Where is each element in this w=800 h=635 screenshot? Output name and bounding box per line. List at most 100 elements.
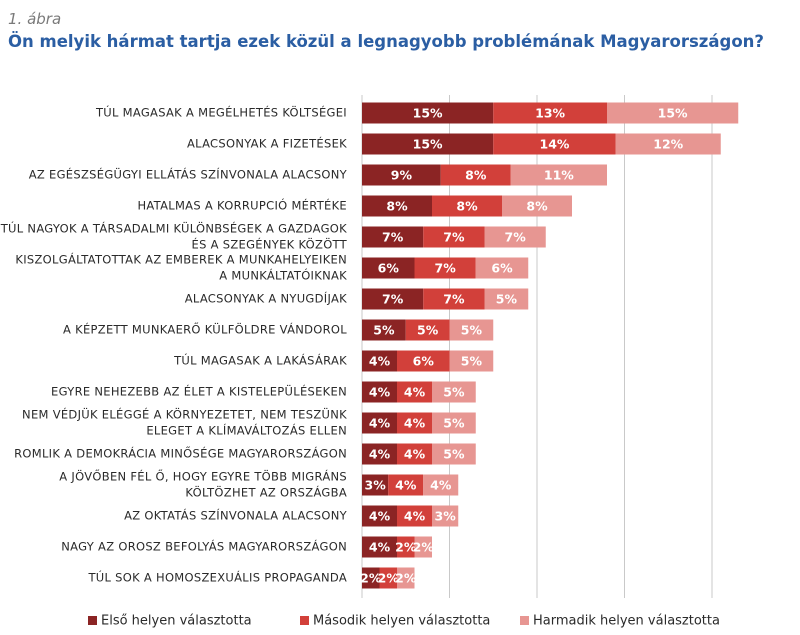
data-label: 4%	[430, 478, 452, 493]
data-label: 6%	[491, 261, 513, 276]
bar-segment	[432, 505, 459, 527]
data-label: 5%	[443, 447, 465, 462]
category-label: TÚL MAGASAK A MEGÉLHETÉS KÖLTSÉGEI	[95, 104, 347, 120]
figure-label: 1. ábra	[8, 10, 62, 28]
data-label: 11%	[544, 168, 574, 183]
data-label: 5%	[417, 323, 439, 338]
data-label: 15%	[658, 106, 688, 121]
legend: Első helyen választotta Második helyen vá…	[88, 614, 720, 629]
bar-segment	[397, 567, 415, 589]
bar-segment	[510, 164, 607, 186]
data-label: 7%	[435, 261, 457, 276]
data-label: 9%	[391, 168, 413, 183]
legend-swatch	[88, 616, 97, 625]
category-label: TÚL SOK A HOMOSZEXUÁLIS PROPAGANDA	[87, 570, 347, 585]
data-label: 5%	[461, 323, 483, 338]
bar-segment	[362, 567, 380, 589]
bar-segment	[397, 350, 450, 372]
bar-segment	[449, 319, 494, 341]
bar-segment	[432, 381, 476, 403]
data-label: 8%	[456, 199, 478, 214]
bar-segment	[423, 288, 485, 310]
data-label: 4%	[404, 447, 426, 462]
bar-segment	[414, 536, 432, 558]
data-label: 8%	[386, 199, 408, 214]
bar-segment	[615, 133, 721, 155]
data-label: 7%	[443, 230, 465, 245]
data-label: 4%	[404, 509, 426, 524]
bar-segment	[362, 164, 441, 186]
bar-segment	[607, 102, 739, 124]
category-label: TÚL MAGASAK A LAKÁSÁRAK	[173, 353, 347, 368]
category-label: ALACSONYAK A FIZETÉSEK	[187, 136, 347, 151]
bar-segment	[379, 567, 397, 589]
legend-label: Második helyen választotta	[313, 614, 490, 629]
bar-segment	[362, 319, 406, 341]
data-label: 6%	[378, 261, 400, 276]
data-label: 4%	[369, 447, 391, 462]
bars: 15% 13% 15% 15% 14% 12% 9% 8% 11% 8% 8% 8% 7% 7% 7% 6% 7…	[360, 102, 739, 589]
category-label: ROMLIK A DEMOKRÁCIA MINŐSÉGE MAGYARORSZÁ…	[14, 446, 347, 461]
bar-segment	[432, 195, 502, 217]
bar-segment	[362, 350, 397, 372]
category-labels: TÚL MAGASAK A MEGÉLHETÉS KÖLTSÉGEI ALACSO…	[0, 104, 348, 585]
data-label: 4%	[369, 416, 391, 431]
data-label: 7%	[382, 230, 404, 245]
data-label: 12%	[653, 137, 683, 152]
category-label: KÖLTÖZHET AZ ORSZÁGBA	[185, 484, 347, 500]
data-label: 4%	[395, 478, 417, 493]
bar-segment	[397, 412, 432, 434]
bar-segment	[362, 381, 397, 403]
data-label: 7%	[443, 292, 465, 307]
data-label: 15%	[413, 106, 443, 121]
bar-segment	[493, 133, 616, 155]
bar-segment	[362, 505, 397, 527]
data-label: 7%	[505, 230, 527, 245]
category-label: AZ OKTATÁS SZÍNVONALA ALACSONY	[124, 508, 348, 523]
bar-segment	[362, 195, 432, 217]
bar-segment	[397, 381, 432, 403]
bar-segment	[362, 257, 415, 279]
legend-swatch	[300, 616, 309, 625]
data-label: 2%	[395, 571, 417, 586]
legend-label: Harmadik helyen választotta	[533, 614, 720, 629]
data-label: 4%	[404, 416, 426, 431]
category-label: A JÖVŐBEN FÉL Ő, HOGY EGYRE TÖBB MIGRÁNS	[59, 468, 347, 484]
bar-segment	[432, 412, 476, 434]
bar-segment	[405, 319, 450, 341]
data-label: 5%	[443, 385, 465, 400]
data-label: 4%	[369, 509, 391, 524]
bar-segment	[362, 288, 424, 310]
bar-segment	[484, 288, 529, 310]
bar-segment	[449, 350, 494, 372]
data-label: 3%	[435, 509, 457, 524]
bar-segment	[440, 164, 511, 186]
bar-segment	[397, 536, 415, 558]
bar-segment	[362, 474, 389, 496]
chart-title: Ön melyik hármat tartja ezek közül a leg…	[8, 32, 765, 51]
data-label: 15%	[413, 137, 443, 152]
bar-segment	[493, 102, 607, 124]
bar-segment	[423, 226, 485, 248]
category-label: NEM VÉDJÜK ELÉGGÉ A KÖRNYEZETET, NEM TES…	[22, 406, 347, 422]
category-label: ALACSONYAK A NYUGDÍJAK	[185, 291, 347, 306]
category-label: A MUNKÁLTATÓIKNAK	[219, 268, 347, 283]
bar-segment	[362, 412, 397, 434]
data-label: 3%	[365, 478, 387, 493]
category-label: A KÉPZETT MUNKAERŐ KÜLFÖLDRE VÁNDOROL	[63, 321, 347, 337]
bar-segment	[362, 102, 494, 124]
bar-segment	[502, 195, 572, 217]
data-label: 7%	[382, 292, 404, 307]
data-label: 5%	[496, 292, 518, 307]
data-label: 5%	[443, 416, 465, 431]
category-label: NAGY AZ OROSZ BEFOLYÁS MAGYARORSZÁGON	[61, 539, 347, 554]
data-label: 2%	[378, 571, 400, 586]
bar-segment	[362, 443, 397, 465]
category-label: ELEGET A KLÍMAVÁLTOZÁS ELLEN	[146, 423, 347, 438]
category-label: KISZOLGÁLTATOTTAK AZ EMBEREK A MUNKAHELY…	[15, 252, 347, 267]
legend-label: Első helyen választotta	[101, 614, 252, 629]
category-label: HATALMAS A KORRUPCIÓ MÉRTÉKE	[137, 198, 347, 213]
bar-segment	[432, 443, 476, 465]
data-label: 2%	[395, 540, 417, 555]
data-label: 6%	[413, 354, 435, 369]
